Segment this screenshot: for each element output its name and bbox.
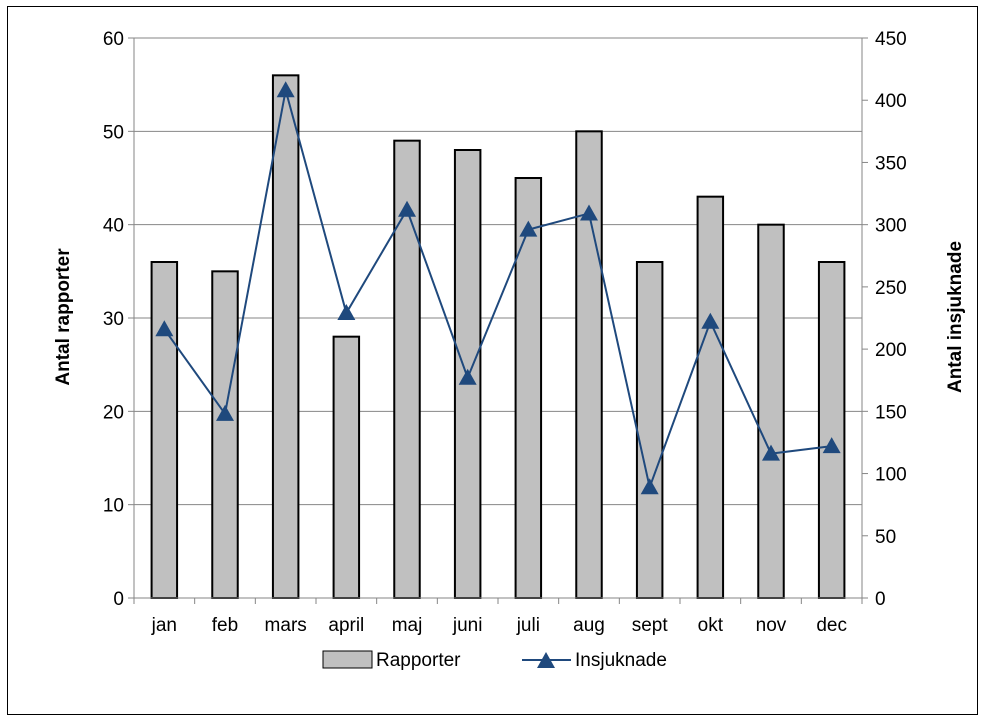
- tick-labels: 0 10 20 30 40 50 60 0 50 100 150 200 250 300 350 400 450…: [103, 29, 907, 636]
- right-tick-label: 0: [875, 589, 886, 610]
- x-tick-label: feb: [212, 615, 238, 636]
- x-tick-label: juni: [452, 615, 483, 636]
- bar-rapporter: [575, 130, 603, 599]
- legend-label-insjuknade: Insjuknade: [575, 650, 667, 671]
- right-tick-label: 50: [875, 527, 896, 548]
- right-tick-label: 150: [875, 402, 907, 423]
- x-tick-label: maj: [392, 615, 423, 636]
- point-insjuknade: [337, 304, 356, 321]
- point-insjuknade: [216, 404, 234, 421]
- right-tick-label: 300: [875, 216, 907, 237]
- left-tick-label: 40: [103, 216, 124, 237]
- left-tick-label: 30: [103, 309, 124, 330]
- point-insjuknade: [155, 320, 174, 337]
- point-insjuknade: [276, 81, 295, 98]
- legend: Rapporter Insjuknade: [322, 650, 667, 671]
- bar-rapporter: [757, 223, 785, 600]
- legend-label-rapporter: Rapporter: [376, 650, 461, 671]
- right-tick-label: 350: [875, 153, 907, 174]
- bar-series-rapporter: [150, 74, 846, 600]
- right-tick-label: 100: [875, 465, 907, 486]
- axes: [128, 37, 868, 604]
- right-tick-label: 400: [875, 91, 907, 112]
- x-tick-label: mars: [265, 615, 307, 636]
- gridlines: [134, 37, 862, 506]
- x-tick-label: dec: [816, 615, 847, 636]
- point-insjuknade: [519, 220, 538, 237]
- bar-rapporter: [514, 177, 543, 599]
- right-tick-label: 250: [875, 278, 907, 299]
- point-insjuknade: [822, 437, 841, 454]
- line-series-insjuknade: [155, 81, 841, 495]
- bar-rapporter: [332, 335, 361, 599]
- left-tick-label: 10: [103, 496, 124, 517]
- legend-bar-swatch: [322, 650, 373, 669]
- bar-rapporter: [150, 261, 179, 599]
- x-tick-label: okt: [698, 615, 724, 636]
- point-insjuknade: [701, 312, 720, 329]
- left-axis-title: Antal rapporter: [53, 248, 74, 386]
- left-tick-label: 0: [113, 589, 124, 610]
- line-insjuknade: [163, 90, 832, 491]
- right-tick-label: 450: [875, 29, 907, 50]
- x-tick-label: nov: [756, 615, 787, 636]
- x-tick-label: juli: [516, 615, 540, 636]
- bar-rapporter: [817, 261, 846, 599]
- bar-rapporter: [271, 74, 300, 600]
- left-tick-label: 20: [103, 402, 124, 423]
- bar-rapporter: [211, 270, 239, 599]
- x-tick-label: aug: [573, 615, 605, 636]
- left-tick-label: 50: [103, 122, 124, 143]
- x-tick-label: april: [328, 615, 364, 636]
- point-insjuknade: [398, 200, 416, 217]
- point-insjuknade: [458, 368, 477, 385]
- bar-rapporter: [635, 261, 664, 599]
- bar-rapporter: [696, 195, 725, 600]
- point-insjuknade: [762, 444, 780, 461]
- bar-rapporter: [393, 139, 421, 600]
- point-insjuknade: [640, 478, 659, 495]
- point-insjuknade: [580, 204, 598, 221]
- right-tick-label: 200: [875, 340, 907, 361]
- legend-triangle-marker-icon: [537, 652, 555, 668]
- left-tick-label: 60: [103, 29, 124, 50]
- x-tick-label: jan: [151, 615, 177, 636]
- right-axis-title: Antal insjuknade: [945, 241, 966, 393]
- x-tick-label: sept: [632, 615, 669, 636]
